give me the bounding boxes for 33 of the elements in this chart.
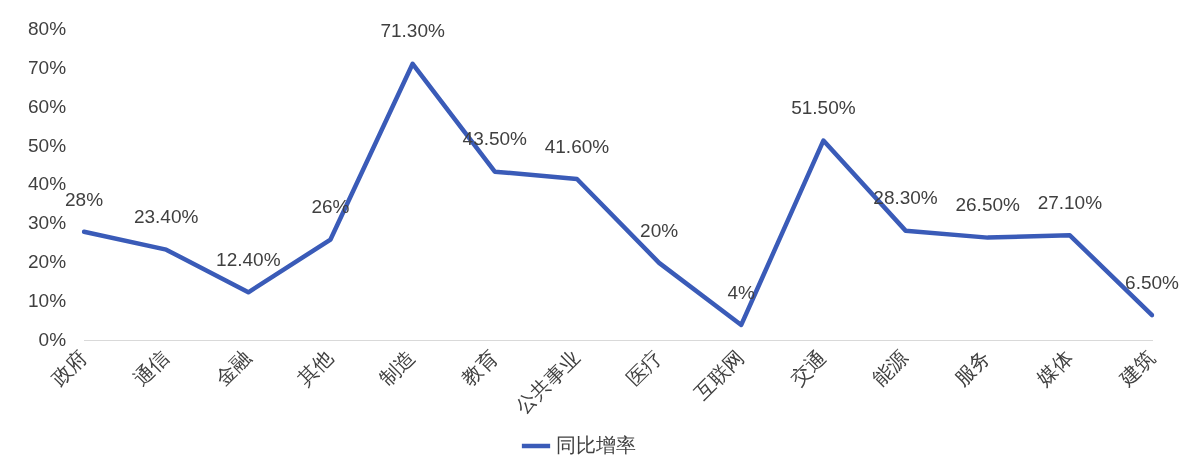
y-tick-label: 10%: [28, 289, 67, 311]
x-tick-label: 教育: [457, 346, 502, 390]
x-tick-label: 交通: [786, 346, 831, 390]
x-tick-label: 能源: [868, 346, 913, 390]
data-label: 71.30%: [380, 20, 445, 42]
x-tick-label: 互联网: [689, 346, 748, 405]
y-tick-label: 40%: [28, 173, 67, 195]
legend-label: 同比增率: [556, 433, 636, 456]
x-tick-label: 建筑: [1114, 346, 1159, 391]
x-tick-label: 金融: [211, 346, 256, 390]
data-label: 51.50%: [791, 97, 856, 119]
x-tick-label: 医疗: [621, 346, 666, 390]
data-label: 6.50%: [1125, 271, 1180, 293]
x-tick-label: 制造: [375, 346, 420, 390]
data-label: 26.50%: [955, 194, 1021, 216]
x-tick-label: 通信: [129, 346, 173, 390]
data-label: 23.40%: [133, 206, 199, 228]
data-label: 41.60%: [544, 135, 610, 157]
x-tick-label: 其他: [293, 346, 338, 390]
data-label: 20%: [640, 219, 679, 241]
y-tick-label: 80%: [28, 18, 67, 40]
x-tick-label: 服务: [950, 346, 995, 390]
data-label: 4%: [727, 281, 756, 303]
y-tick-label: 70%: [28, 57, 67, 79]
y-tick-label: 20%: [28, 251, 67, 273]
x-tick-label: 媒体: [1032, 346, 1077, 390]
data-label: 28%: [65, 188, 104, 210]
data-label: 12.40%: [216, 249, 281, 271]
y-tick-label: 30%: [28, 212, 67, 234]
y-tick-label: 50%: [28, 134, 67, 156]
data-label: 27.10%: [1037, 192, 1103, 214]
y-tick-label: 60%: [28, 95, 67, 117]
x-tick-label: 公共事业: [511, 346, 584, 419]
